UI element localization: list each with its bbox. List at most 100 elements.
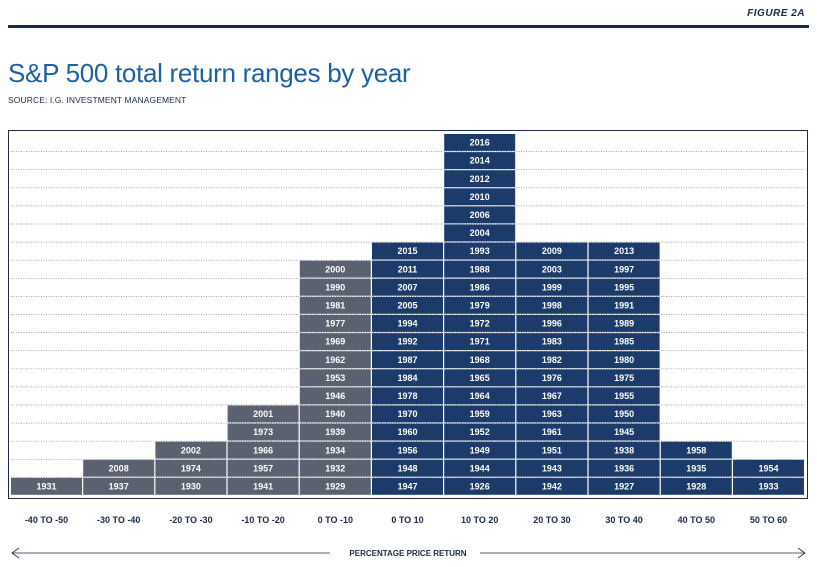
year-cell bbox=[588, 351, 660, 369]
year-label: 1932 bbox=[325, 463, 345, 473]
year-cell bbox=[444, 152, 516, 169]
year-cell bbox=[299, 441, 371, 459]
chart-source: SOURCE: I.G. INVESTMENT MANAGEMENT bbox=[8, 95, 187, 105]
year-label: 1995 bbox=[614, 282, 634, 292]
year-cell bbox=[83, 459, 155, 477]
year-cell bbox=[588, 333, 660, 350]
year-label: 1989 bbox=[614, 319, 634, 329]
year-cell bbox=[588, 296, 660, 314]
year-cell bbox=[444, 134, 516, 151]
year-cell bbox=[444, 206, 516, 224]
year-cell bbox=[444, 477, 516, 495]
year-cell bbox=[155, 459, 227, 477]
year-label: 2012 bbox=[470, 174, 490, 184]
top-rule bbox=[8, 25, 809, 28]
year-label: 2010 bbox=[470, 192, 490, 202]
year-cell bbox=[372, 315, 443, 332]
year-cell bbox=[444, 333, 516, 350]
year-label: 2009 bbox=[542, 246, 562, 256]
year-label: 1981 bbox=[325, 300, 345, 310]
year-label: 1929 bbox=[325, 481, 345, 491]
year-label: 1943 bbox=[542, 463, 562, 473]
year-cell bbox=[516, 278, 588, 296]
year-label: 2016 bbox=[470, 138, 490, 148]
year-label: 2011 bbox=[398, 264, 418, 274]
year-cell bbox=[516, 296, 588, 314]
year-label: 1926 bbox=[470, 481, 490, 491]
year-cell bbox=[227, 477, 299, 495]
category-label: 30 TO 40 bbox=[605, 515, 642, 525]
year-cell bbox=[588, 369, 660, 387]
year-label: 1956 bbox=[397, 445, 417, 455]
year-label: 1939 bbox=[325, 427, 345, 437]
year-cell bbox=[588, 387, 660, 405]
x-axis: PERCENTAGE PRICE RETURN bbox=[11, 547, 806, 559]
category-label: 40 TO 50 bbox=[678, 515, 715, 525]
year-cell bbox=[299, 278, 371, 296]
year-cell bbox=[372, 405, 443, 423]
year-label: 1938 bbox=[614, 445, 634, 455]
year-label: 1965 bbox=[470, 373, 490, 383]
category-label: -20 TO -30 bbox=[169, 515, 212, 525]
year-label: 1974 bbox=[181, 463, 201, 473]
category-label: -30 TO -40 bbox=[97, 515, 140, 525]
year-cell bbox=[299, 260, 371, 278]
year-cell bbox=[155, 441, 227, 459]
year-cell bbox=[372, 260, 443, 278]
year-label: 1964 bbox=[470, 391, 490, 401]
year-label: 1991 bbox=[614, 300, 634, 310]
year-label: 1950 bbox=[614, 409, 634, 419]
year-cell bbox=[444, 188, 516, 206]
axis-arrow-left-head bbox=[11, 547, 20, 559]
year-cell bbox=[444, 315, 516, 332]
year-cell bbox=[444, 459, 516, 477]
year-cell bbox=[372, 477, 443, 495]
year-cell bbox=[444, 296, 516, 314]
year-label: 2004 bbox=[470, 228, 490, 238]
year-cell bbox=[227, 459, 299, 477]
year-cell bbox=[444, 260, 516, 278]
year-label: 1954 bbox=[758, 463, 778, 473]
year-label: 1934 bbox=[325, 445, 345, 455]
year-label: 1968 bbox=[470, 355, 490, 365]
year-cell bbox=[11, 477, 82, 495]
year-label: 1996 bbox=[542, 319, 562, 329]
year-cell bbox=[516, 369, 588, 387]
year-cell bbox=[444, 351, 516, 369]
year-cell bbox=[588, 423, 660, 441]
year-cell bbox=[444, 170, 516, 188]
year-cell bbox=[588, 278, 660, 296]
year-cell bbox=[299, 369, 371, 387]
year-cell bbox=[372, 333, 443, 350]
year-cell bbox=[660, 477, 732, 495]
axis-arrow-right-head bbox=[797, 547, 806, 559]
year-label: 1973 bbox=[253, 427, 273, 437]
year-cell bbox=[444, 224, 516, 242]
year-label: 1946 bbox=[325, 391, 345, 401]
year-label: 2002 bbox=[181, 445, 201, 455]
year-cell bbox=[155, 477, 227, 495]
year-label: 1987 bbox=[397, 355, 417, 365]
year-cell bbox=[516, 351, 588, 369]
year-cell bbox=[299, 387, 371, 405]
year-label: 1930 bbox=[181, 481, 201, 491]
year-cell bbox=[444, 242, 516, 260]
year-label: 1933 bbox=[758, 481, 778, 491]
year-label: 1963 bbox=[542, 409, 562, 419]
year-cell bbox=[588, 405, 660, 423]
year-label: 1970 bbox=[397, 409, 417, 419]
year-cell bbox=[444, 278, 516, 296]
year-label: 1953 bbox=[325, 373, 345, 383]
year-cell bbox=[227, 405, 299, 423]
year-cell bbox=[588, 315, 660, 332]
year-cell bbox=[227, 441, 299, 459]
year-label: 2003 bbox=[542, 264, 562, 274]
year-cell bbox=[660, 441, 732, 459]
year-label: 1994 bbox=[397, 319, 417, 329]
chart-title: S&P 500 total return ranges by year bbox=[8, 58, 411, 88]
year-cell bbox=[299, 315, 371, 332]
year-cell bbox=[444, 387, 516, 405]
year-cell bbox=[444, 405, 516, 423]
year-label: 1927 bbox=[614, 481, 634, 491]
